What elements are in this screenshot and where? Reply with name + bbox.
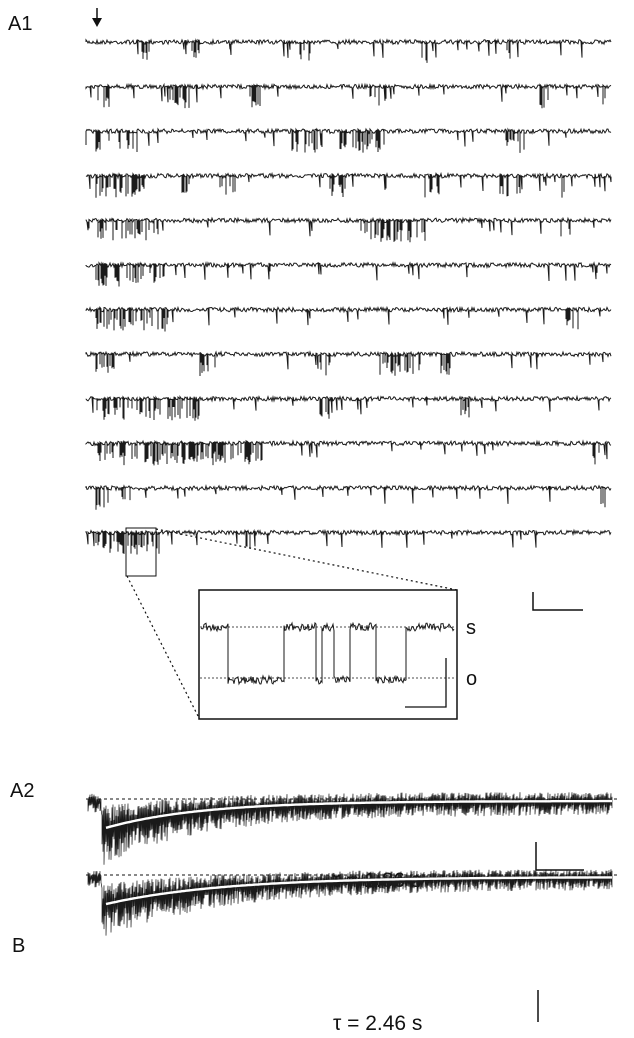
zoom-connector-bottom (126, 575, 200, 719)
a1-sweep-2 (85, 82, 612, 109)
a1-sweep-12 (85, 528, 612, 555)
zoom-region-box (125, 527, 157, 577)
b-tau-label: τ = 2.46 s (333, 1012, 422, 1035)
inset-panel (198, 589, 458, 720)
state-label-shut: s (466, 617, 476, 639)
a1-sweep-9 (85, 394, 612, 421)
inset-scale-bar (405, 658, 447, 708)
a1-sweep-4 (85, 171, 612, 198)
panel-label-a1: A1 (8, 13, 32, 35)
inset-frame (198, 589, 458, 720)
a2-ensemble-trace (87, 792, 613, 865)
a1-sweep-7 (85, 305, 612, 332)
panel-label-b: B (12, 935, 25, 957)
inset-channel-trace (200, 621, 455, 686)
state-label-open: o (466, 668, 477, 690)
zoom-connector-top (155, 528, 458, 591)
a1-sweep-traces (85, 38, 612, 555)
a1-sweep-6 (85, 261, 612, 287)
a1-sweep-11 (85, 484, 612, 510)
a2-exponential-fit (105, 799, 612, 829)
a1-sweep-10 (85, 439, 612, 466)
a1-sweep-3 (85, 127, 612, 153)
b-ensemble-trace (87, 869, 613, 936)
a1-sweep-8 (85, 350, 612, 376)
a1-sweep-5 (85, 216, 612, 243)
stimulus-arrow-icon (92, 8, 102, 27)
a2-scale-bar (535, 842, 584, 871)
b-exponential-fit (105, 876, 612, 906)
a1-scale-bar (532, 592, 583, 611)
a1-sweep-1 (85, 38, 612, 63)
panel-label-a2: A2 (10, 780, 34, 802)
